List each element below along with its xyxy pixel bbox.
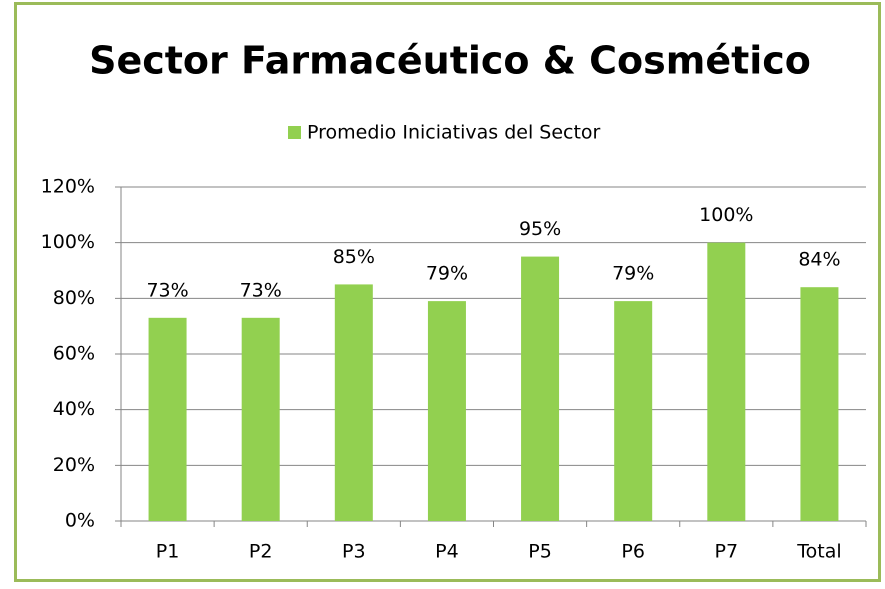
bar	[148, 317, 187, 521]
legend-label: Promedio Iniciativas del Sector	[307, 122, 601, 144]
data-label: 73%	[240, 279, 282, 301]
data-label: 79%	[426, 263, 468, 285]
data-label: 84%	[798, 249, 840, 271]
data-label: 95%	[519, 218, 561, 240]
x-tick-label: Total	[796, 541, 841, 563]
bar	[521, 256, 560, 521]
x-tick-label: P2	[249, 541, 273, 563]
y-tick-label: 20%	[53, 454, 95, 476]
bar	[614, 301, 653, 521]
y-tick-label: 100%	[41, 231, 95, 253]
x-tick-label: P3	[342, 541, 366, 563]
data-label: 85%	[333, 246, 375, 268]
bar	[800, 287, 839, 521]
bar	[334, 284, 373, 521]
x-tick-label: P6	[621, 541, 645, 563]
data-label: 79%	[612, 263, 654, 285]
bar	[427, 301, 466, 521]
y-tick-label: 0%	[65, 510, 95, 532]
y-tick-label: 80%	[53, 287, 95, 309]
bar	[707, 242, 746, 521]
x-tick-label: P7	[715, 541, 739, 563]
y-tick-label: 60%	[53, 343, 95, 365]
y-tick-label: 120%	[41, 176, 95, 198]
x-tick-label: P4	[435, 541, 459, 563]
x-tick-label: P1	[156, 541, 180, 563]
bar	[241, 317, 280, 521]
legend-swatch	[288, 126, 301, 139]
chart-title: Sector Farmacéutico & Cosmético	[89, 39, 811, 83]
data-label: 73%	[146, 279, 188, 301]
data-label: 100%	[699, 204, 753, 226]
x-tick-label: P5	[528, 541, 552, 563]
y-tick-label: 40%	[53, 398, 95, 420]
